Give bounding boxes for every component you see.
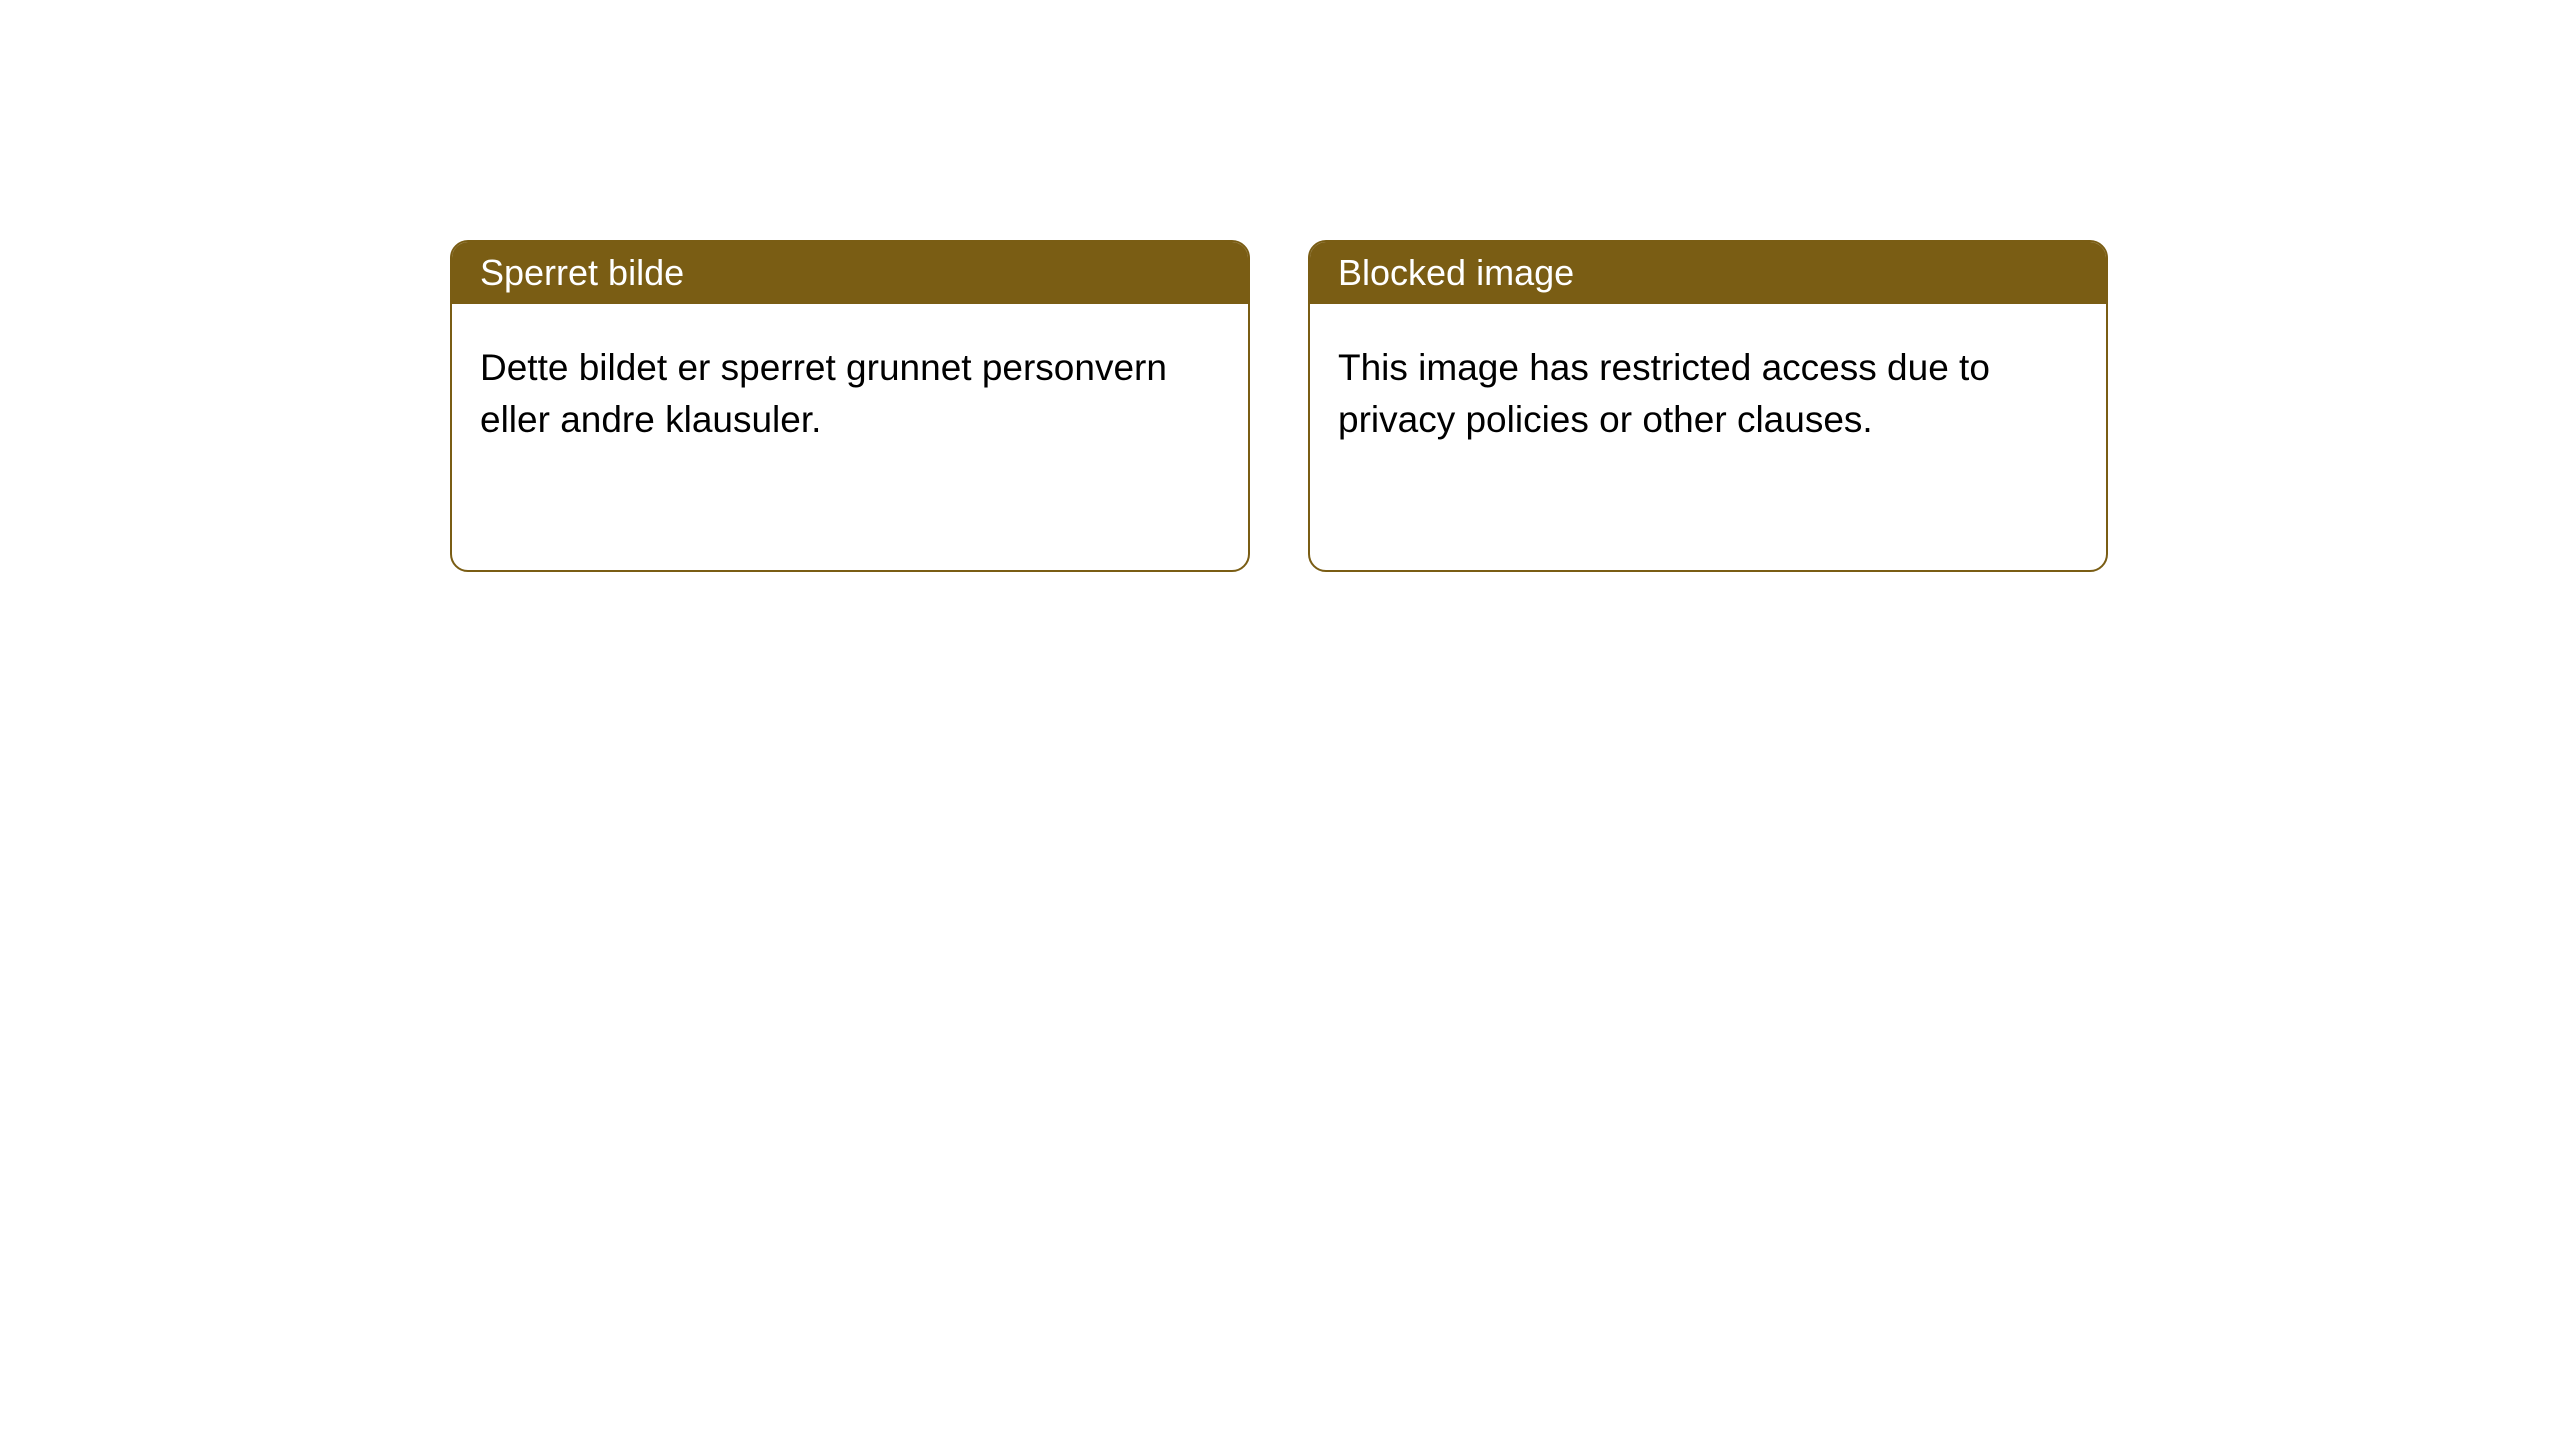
- notice-body-norwegian: Dette bildet er sperret grunnet personve…: [452, 304, 1248, 484]
- notice-card-norwegian: Sperret bilde Dette bildet er sperret gr…: [450, 240, 1250, 572]
- notice-header-norwegian: Sperret bilde: [452, 242, 1248, 304]
- notice-container: Sperret bilde Dette bildet er sperret gr…: [450, 240, 2108, 572]
- notice-card-english: Blocked image This image has restricted …: [1308, 240, 2108, 572]
- notice-body-english: This image has restricted access due to …: [1310, 304, 2106, 484]
- notice-header-english: Blocked image: [1310, 242, 2106, 304]
